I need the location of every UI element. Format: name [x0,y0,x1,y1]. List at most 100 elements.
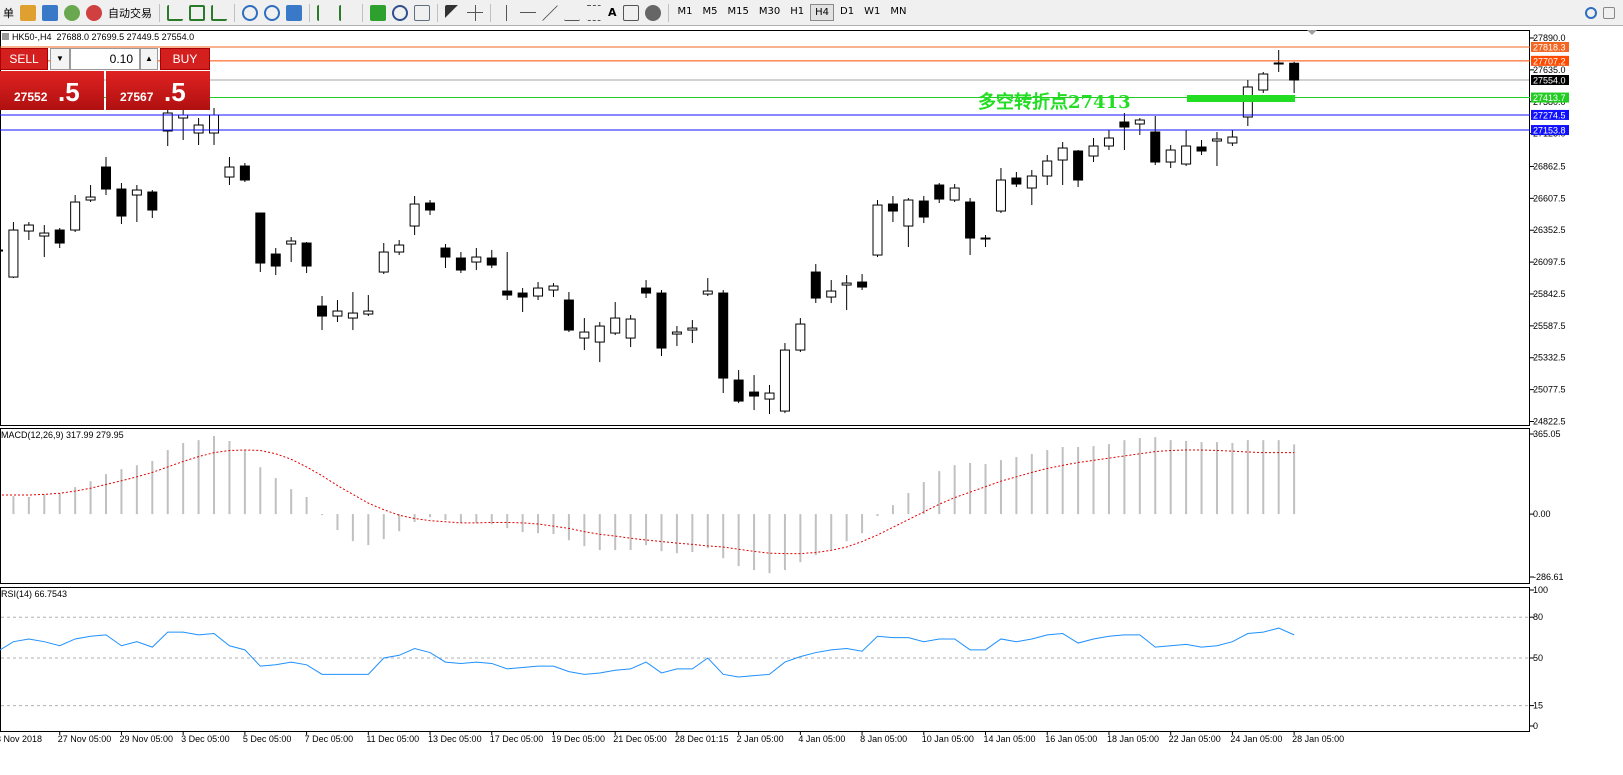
tile-icon[interactable] [286,4,302,21]
icon[interactable] [42,4,58,21]
y-tick-label: 25842.5 [1533,289,1566,299]
y-tick-label: 100 [1533,585,1548,595]
price-level-label: 27413.7 [1533,93,1566,103]
candle-body [872,204,883,256]
volume-up[interactable]: ▲ [140,48,158,70]
periods-icon[interactable] [392,4,408,21]
zoom-in-icon[interactable] [242,4,258,21]
candle-body [23,224,34,232]
shift-marker[interactable] [1307,30,1317,35]
fibo-icon[interactable] [586,4,602,21]
y-tick-label: 50 [1533,653,1543,663]
candle-body [1150,131,1161,163]
x-tick-label: 10 Jan 05:00 [922,734,974,744]
price-level-label: 27707.2 [1533,56,1566,66]
line-chart-icon[interactable] [211,4,227,21]
channel-icon[interactable] [564,5,580,21]
timeframe-button[interactable]: M1 [677,6,693,17]
chart: 27890.027635.027380.027125.026862.526607… [0,30,1569,744]
timeframe-button[interactable]: M30 [758,6,781,17]
candle-body [286,240,297,245]
crosshair-icon[interactable] [467,4,483,21]
price-level-tag [1531,41,1569,52]
icon[interactable] [64,4,80,21]
candle-icon[interactable] [189,4,205,21]
candle-body [903,199,914,227]
templates-icon[interactable] [414,4,430,21]
candle-body [85,196,96,201]
x-tick-label: 28 Jan 05:00 [1292,734,1344,744]
volume-down[interactable]: ▼ [50,48,70,70]
separator [234,3,235,22]
menu-fragment[interactable]: 单 [3,6,14,20]
price-level-label: 27818.3 [1533,42,1566,52]
candle-body [1273,62,1284,65]
y-tick-label: 25587.5 [1533,321,1566,331]
candle-body [779,349,790,412]
candle-body [1165,149,1176,163]
x-tick-label: 3 Dec 05:00 [181,734,230,744]
candle-body [1042,160,1053,177]
candle-body [1026,175,1037,189]
shift-icon[interactable] [339,4,355,21]
auto-trading[interactable]: 自动交易 [108,6,152,20]
y-tick-label: 27890.0 [1533,33,1566,43]
one-click-trading: SELL ▼ 0.10 ▲ BUY 27552 .5 27567 .5 [0,48,212,110]
auto-trading-icon[interactable] [86,4,102,21]
scroll-icon[interactable] [317,4,333,21]
x-tick-label: 29 Nov 05:00 [119,734,173,744]
candles [0,50,1300,415]
separator [490,3,491,22]
candle-body [718,292,729,379]
text-tool[interactable]: A [608,6,617,19]
indicators-icon[interactable] [370,4,386,21]
x-tick-label: 16 Jan 05:00 [1045,734,1097,744]
search-icon[interactable] [1585,6,1597,19]
candle-body [749,391,760,397]
y-tick-label: 24822.5 [1533,417,1566,427]
y-tick-label: 26862.5 [1533,161,1566,171]
x-tick-label: 22 Jan 05:00 [1169,734,1221,744]
candle-body [934,184,945,200]
zoom-out-icon[interactable] [264,4,280,21]
timeframe-button[interactable]: M15 [727,6,749,17]
volume-field[interactable]: 0.10 [70,48,140,70]
candle-body [193,124,204,134]
candle-body [671,331,682,335]
timeframe-button[interactable]: H1 [790,6,805,17]
hline-icon[interactable] [520,4,536,21]
trendline-icon[interactable] [542,4,558,21]
y-tick-label: 15 [1533,701,1543,711]
y-tick-label: 26097.5 [1533,257,1566,267]
icon[interactable] [20,4,36,21]
sell-button[interactable]: SELL [0,48,48,70]
arrows-icon[interactable] [644,4,661,21]
candle-body [178,114,189,119]
timeframe-button[interactable]: H4 [810,4,835,21]
bid-price[interactable]: 27552 .5 [0,71,104,110]
candle-body [826,290,837,298]
y-tick-label: 25332.5 [1533,353,1566,363]
candle-body [0,249,3,252]
timeframe-button[interactable]: M5 [702,6,718,17]
candle-body [39,232,50,237]
timeframe-button[interactable]: D1 [840,6,855,17]
candle-body [1011,177,1022,185]
cursor-icon[interactable] [445,4,461,21]
buy-button[interactable]: BUY [160,48,210,70]
candle-body [1242,86,1253,118]
ask-price[interactable]: 27567 .5 [106,71,210,110]
price-level-label: 27153.8 [1533,126,1566,136]
bar-chart-icon[interactable] [167,4,183,21]
separator [667,3,669,22]
timeframe-button[interactable]: MN [890,6,907,17]
candle-body [887,203,898,212]
label-tool-icon[interactable] [622,4,639,21]
options-icon[interactable] [1603,6,1615,19]
ask-fraction: .5 [164,77,186,107]
candle-body [394,244,405,253]
y-tick-label: -286.61 [1533,572,1564,582]
candle-body [101,166,112,190]
timeframe-button[interactable]: W1 [864,6,881,17]
vline-icon[interactable] [498,4,514,21]
